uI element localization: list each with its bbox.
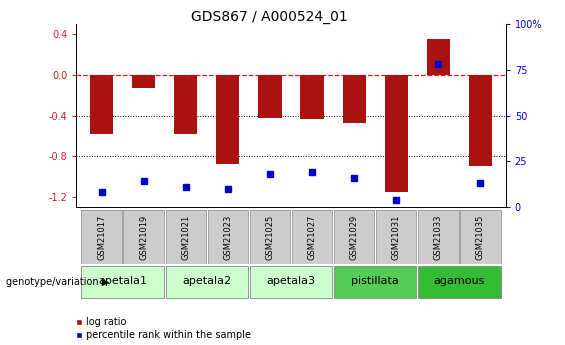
Bar	[301, 75, 324, 119]
Bar	[258, 75, 281, 118]
Bar	[166, 210, 206, 264]
Text: GSM21027: GSM21027	[307, 215, 316, 260]
Legend: log ratio, percentile rank within the sample: log ratio, percentile rank within the sa…	[76, 317, 251, 340]
Bar	[376, 210, 416, 264]
Bar	[250, 266, 332, 298]
Bar	[90, 75, 113, 134]
Text: apetala1: apetala1	[98, 276, 147, 286]
Bar	[334, 210, 375, 264]
Bar	[166, 266, 248, 298]
Text: GDS867 / A000524_01: GDS867 / A000524_01	[191, 10, 348, 24]
Text: GSM21035: GSM21035	[476, 215, 485, 260]
Text: apetala2: apetala2	[182, 276, 231, 286]
Bar	[81, 266, 164, 298]
Bar	[292, 210, 332, 264]
Bar	[427, 39, 450, 75]
Bar	[469, 75, 492, 166]
Text: GSM21021: GSM21021	[181, 215, 190, 260]
Bar	[81, 210, 121, 264]
Bar	[123, 210, 164, 264]
Bar	[132, 75, 155, 88]
Text: GSM21017: GSM21017	[97, 215, 106, 260]
Text: GSM21023: GSM21023	[223, 215, 232, 260]
Text: GSM21029: GSM21029	[350, 215, 359, 260]
Bar	[174, 75, 197, 134]
Text: genotype/variation ▶: genotype/variation ▶	[6, 277, 109, 287]
Bar	[385, 75, 408, 192]
Bar	[250, 210, 290, 264]
Bar	[418, 266, 501, 298]
Bar	[418, 210, 459, 264]
Text: GSM21033: GSM21033	[434, 215, 443, 260]
Text: apetala3: apetala3	[267, 276, 315, 286]
Text: agamous: agamous	[434, 276, 485, 286]
Text: GSM21019: GSM21019	[139, 215, 148, 260]
Bar	[216, 75, 240, 164]
Text: GSM21031: GSM21031	[392, 215, 401, 260]
Text: pistillata: pistillata	[351, 276, 399, 286]
Bar	[342, 75, 366, 123]
Text: GSM21025: GSM21025	[266, 215, 275, 260]
Bar	[334, 266, 416, 298]
Bar	[207, 210, 248, 264]
Bar	[460, 210, 501, 264]
